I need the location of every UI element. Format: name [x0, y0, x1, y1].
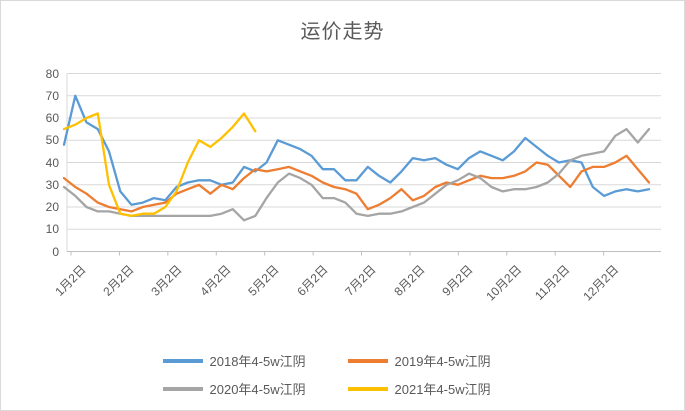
legend-label-2018年4-5w江阴: 2018年4-5w江阴 — [209, 354, 306, 369]
legend-item-2018年4-5w江阴[interactable]: 2018年4-5w江阴 — [162, 351, 338, 370]
legend: 2018年4-5w江阴 2019年4-5w江阴 2020年4-5w江阴 2021年4-… — [1, 351, 684, 398]
x-axis-ticks — [70, 251, 605, 256]
y-axis-label-60: 60 — [45, 111, 59, 125]
legend-label-2021年4-5w江阴: 2021年4-5w江阴 — [394, 382, 491, 397]
legend-label-2019年4-5w江阴: 2019年4-5w江阴 — [394, 354, 491, 369]
legend-swatch-2019年4-5w江阴 — [347, 358, 388, 363]
legend-item-2020年4-5w江阴[interactable]: 2020年4-5w江阴 — [162, 379, 338, 398]
legend-swatch-2021年4-5w江阴 — [347, 386, 388, 391]
series-line-2019年4-5w江阴[interactable] — [62, 154, 651, 213]
chart-title: 运价走势 — [300, 21, 385, 43]
legend-swatch-2018年4-5w江阴 — [162, 358, 203, 363]
y-axis-label-80: 80 — [45, 66, 59, 81]
y-axis-label-50: 50 — [45, 133, 59, 148]
y-axis-label-30: 30 — [45, 177, 59, 192]
legend-label-2020年4-5w江阴: 2020年4-5w江阴 — [209, 382, 306, 397]
legend-item-2021年4-5w江阴[interactable]: 2021年4-5w江阴 — [347, 379, 523, 398]
series-line-2021年4-5w江阴[interactable] — [62, 112, 257, 218]
y-axis-label-20: 20 — [45, 200, 59, 214]
legend-item-2019年4-5w江阴[interactable]: 2019年4-5w江阴 — [347, 351, 523, 370]
series-line-2020年4-5w江阴[interactable] — [62, 127, 651, 222]
legend-swatch-2020年4-5w江阴 — [162, 386, 203, 391]
series-line-2018年4-5w江阴[interactable] — [62, 94, 651, 206]
y-axis-label-70: 70 — [45, 88, 59, 103]
y-axis-label-0: 0 — [52, 244, 59, 259]
y-axis-label-10: 10 — [45, 222, 59, 237]
y-axis-label-40: 40 — [45, 155, 59, 170]
legend-grid: 2018年4-5w江阴 2019年4-5w江阴 2020年4-5w江阴 2021年4-… — [162, 351, 523, 398]
